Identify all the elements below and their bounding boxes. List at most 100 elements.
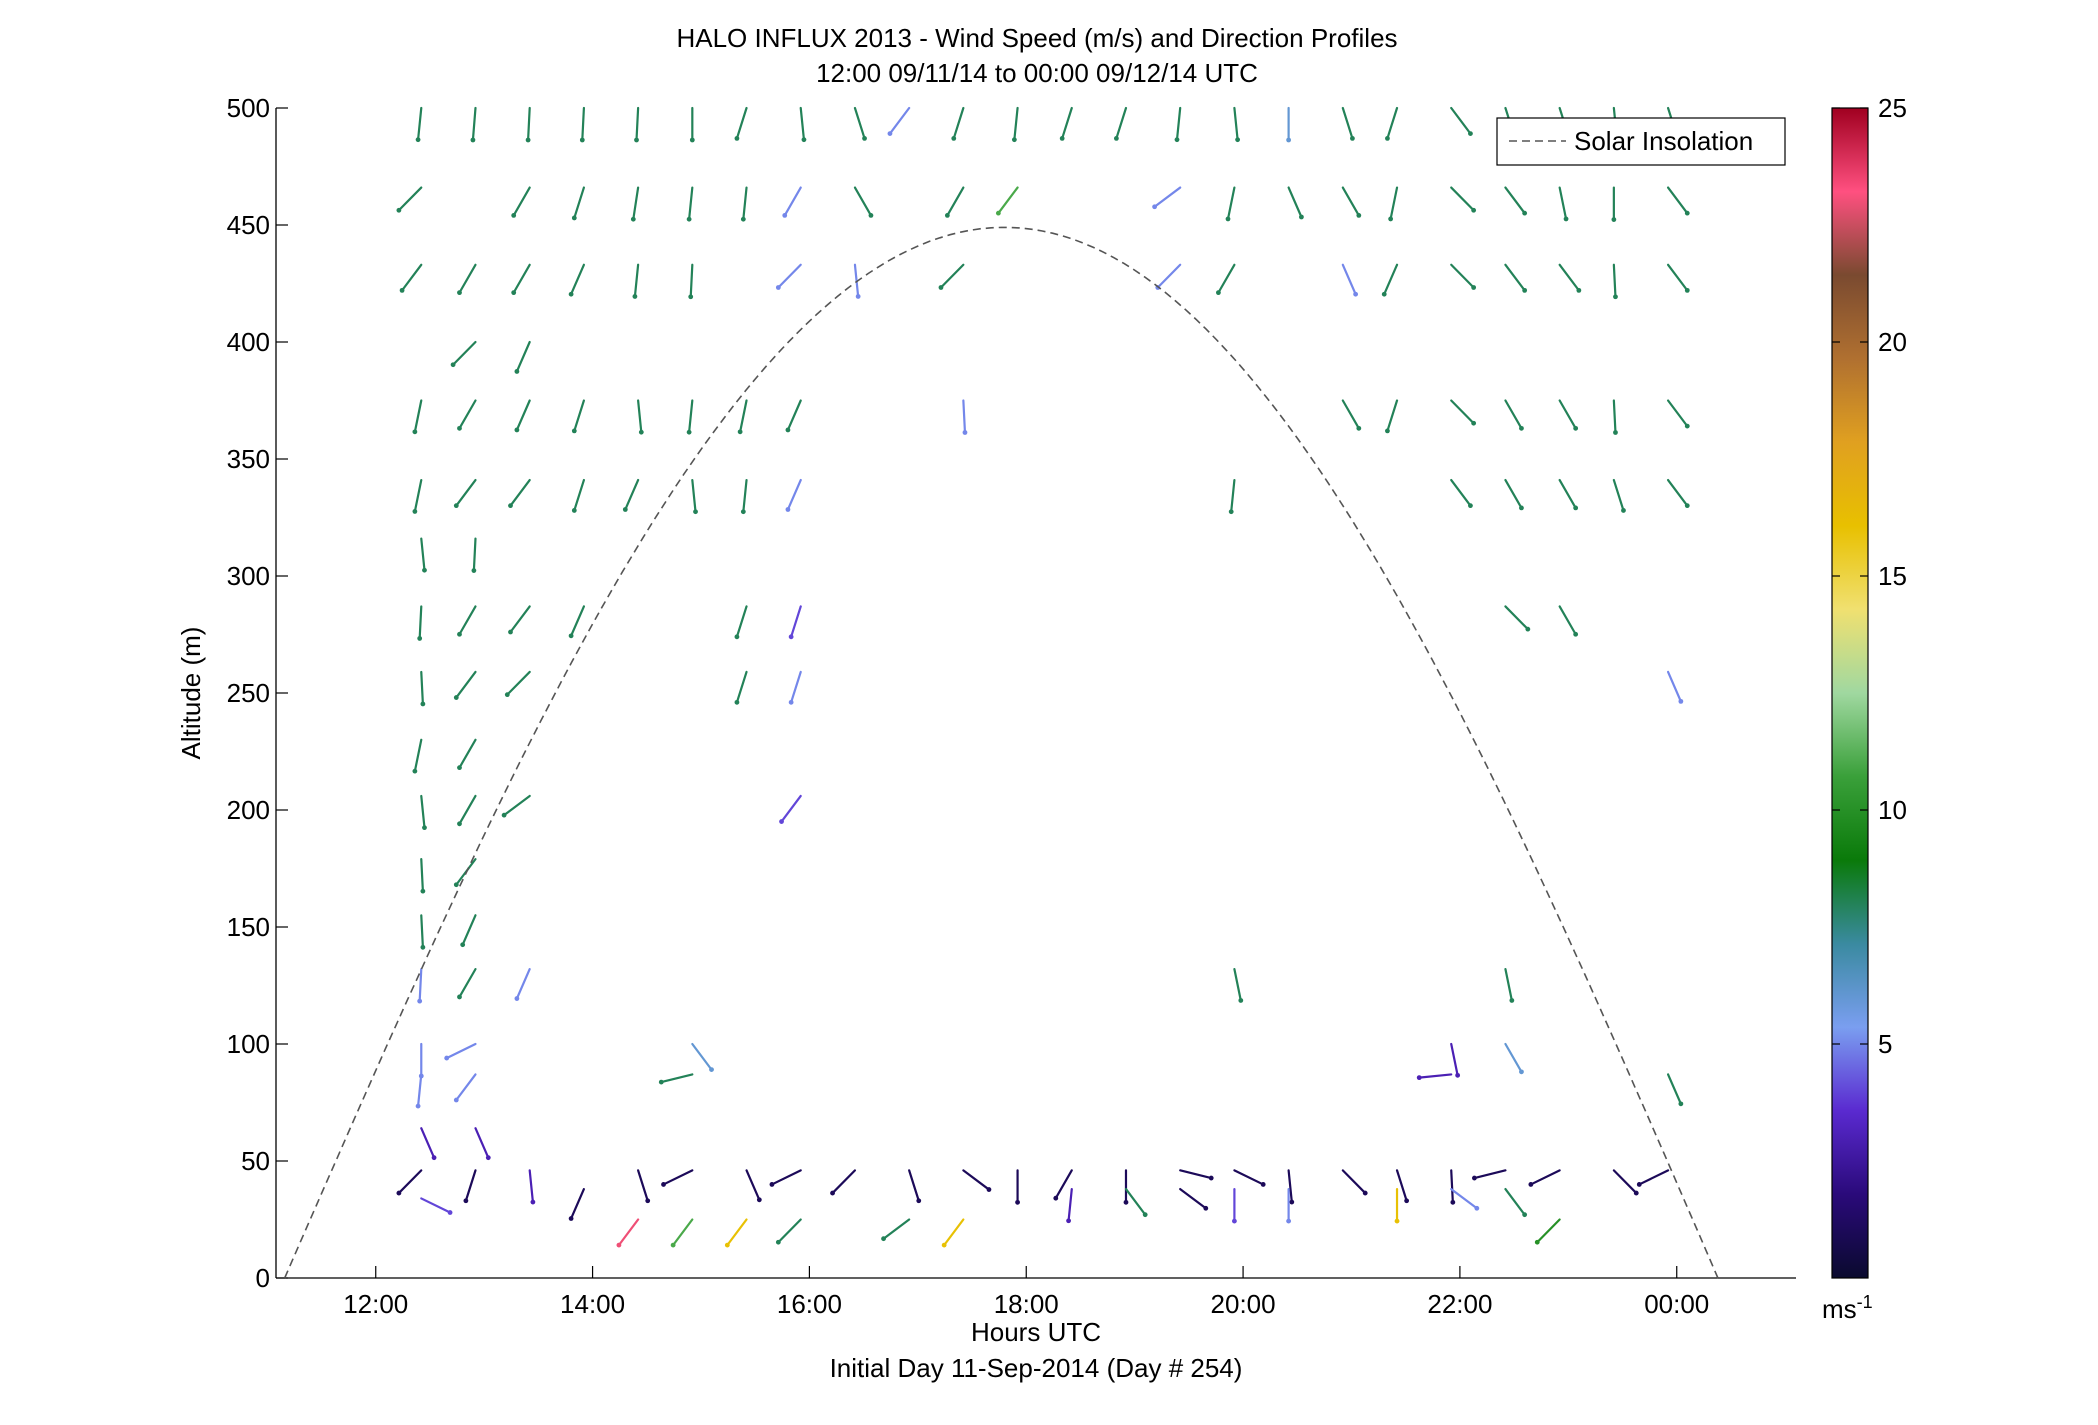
wind-vector-head: [525, 137, 531, 143]
wind-vector-head: [485, 1155, 491, 1161]
wind-vector: [745, 1169, 761, 1201]
wind-vector-head: [417, 998, 423, 1004]
wind-vector-head: [1573, 505, 1579, 511]
wind-vector: [1504, 605, 1529, 631]
y-tick-label: 0: [256, 1263, 270, 1293]
wind-vector-head: [962, 430, 968, 435]
wind-vector: [451, 340, 477, 366]
wind-vector-head: [938, 285, 944, 290]
wind-vector-head: [1468, 503, 1473, 509]
wind-vector-head: [1174, 137, 1180, 143]
wind-vector: [1504, 186, 1526, 215]
wind-vector: [790, 605, 802, 638]
wind-vector-head: [422, 567, 427, 573]
wind-vector-head: [734, 699, 740, 705]
wind-vector: [1341, 399, 1360, 430]
wind-vector: [573, 186, 586, 220]
wind-vector-head: [779, 819, 784, 824]
y-axis-label: Altitude (m): [176, 627, 206, 760]
wind-vector: [1638, 1169, 1670, 1186]
wind-vector: [515, 968, 531, 1000]
chart-subtitle: 12:00 09/11/14 to 00:00 09/12/14 UTC: [816, 58, 1258, 88]
wind-vector: [1156, 263, 1182, 289]
wind-vector-head: [638, 429, 644, 435]
wind-vector: [420, 1127, 436, 1159]
wind-vector-head: [788, 634, 794, 640]
wind-vector-head: [457, 290, 462, 296]
wind-vector-head: [1011, 137, 1017, 143]
y-tick-label: 500: [227, 93, 270, 123]
wind-vector: [509, 478, 531, 507]
wind-vector-head: [457, 994, 462, 1000]
wind-vector-head: [1468, 131, 1473, 137]
wind-vector: [570, 605, 586, 637]
wind-vector-head: [444, 1055, 450, 1061]
wind-vector-head: [453, 503, 459, 509]
wind-vector-head: [769, 1182, 775, 1187]
wind-vector: [413, 399, 423, 433]
wind-vector-head: [881, 1236, 886, 1242]
wind-vector-head: [415, 137, 421, 143]
wind-vector: [1450, 1169, 1454, 1204]
wind-vector-head: [514, 369, 520, 374]
wind-vector-head: [422, 825, 427, 831]
wind-vector-head: [1059, 136, 1065, 141]
wind-vector: [662, 1169, 694, 1186]
wind-vector-head: [504, 692, 510, 698]
x-tick-label: 20:00: [1211, 1289, 1276, 1319]
solar-insolation-curve: [283, 226, 1719, 1279]
wind-vector-head: [801, 137, 807, 143]
wind-vector: [397, 1169, 423, 1195]
legend-box: [1496, 117, 1786, 166]
colorbar-ticks: 5 10 15 20 25: [1832, 93, 1907, 1059]
wind-vector: [515, 399, 531, 432]
wind-vector: [735, 605, 748, 638]
wind-vector: [790, 670, 802, 704]
colorbar-tick-label: 25: [1878, 93, 1907, 123]
wind-vector: [455, 1073, 477, 1102]
wind-vector-head: [1519, 425, 1524, 431]
wind-vector: [1666, 670, 1682, 703]
wind-vector-head: [1684, 503, 1690, 509]
wind-vector: [777, 1218, 802, 1244]
wind-vector-head: [830, 1190, 835, 1196]
wind-vector-head: [788, 699, 794, 705]
wind-vector: [528, 1169, 534, 1204]
wind-vector-head: [622, 507, 628, 512]
wind-vector-head: [457, 765, 462, 771]
wind-vector-head: [412, 429, 418, 435]
wind-vector: [1450, 263, 1475, 289]
wind-vector: [458, 263, 477, 294]
wind-vector: [1450, 106, 1472, 135]
wind-vector: [637, 1169, 649, 1202]
wind-vector: [689, 263, 694, 298]
wind-vector-head: [782, 213, 788, 218]
wind-vector: [1450, 1187, 1478, 1210]
wind-vector: [770, 1169, 802, 1186]
wind-vector-head: [670, 1242, 676, 1248]
wind-vector: [1504, 263, 1526, 292]
wind-vector: [502, 794, 531, 817]
wind-vector: [1504, 968, 1513, 1002]
wind-vector: [458, 968, 477, 999]
colorbar-tick-label: 15: [1878, 561, 1907, 591]
wind-vector: [1612, 478, 1625, 512]
wind-vector-head: [1611, 217, 1617, 222]
x-tick-label: 18:00: [994, 1289, 1059, 1319]
colorbar-tick-label: 10: [1878, 795, 1907, 825]
wind-vector-head: [571, 215, 577, 221]
wind-vector-head: [1232, 1218, 1237, 1224]
colorbar-tick-label: 20: [1878, 327, 1907, 357]
wind-vector-head: [415, 1103, 421, 1109]
wind-vector-head: [1563, 216, 1569, 222]
wind-vector: [461, 914, 477, 946]
wind-vector-head: [1225, 216, 1231, 222]
wind-vector: [1383, 263, 1399, 296]
wind-vector-head: [453, 1097, 459, 1103]
wind-vector-head: [514, 427, 520, 433]
wind-vector-head: [1385, 428, 1390, 434]
y-axis-ticks: 0 50 100 150 200 250 300 350 400 450 500: [227, 93, 288, 1293]
x-tick-label: 12:00: [343, 1289, 408, 1319]
wind-vector-head: [568, 1216, 574, 1221]
wind-vector-head: [1235, 137, 1241, 143]
